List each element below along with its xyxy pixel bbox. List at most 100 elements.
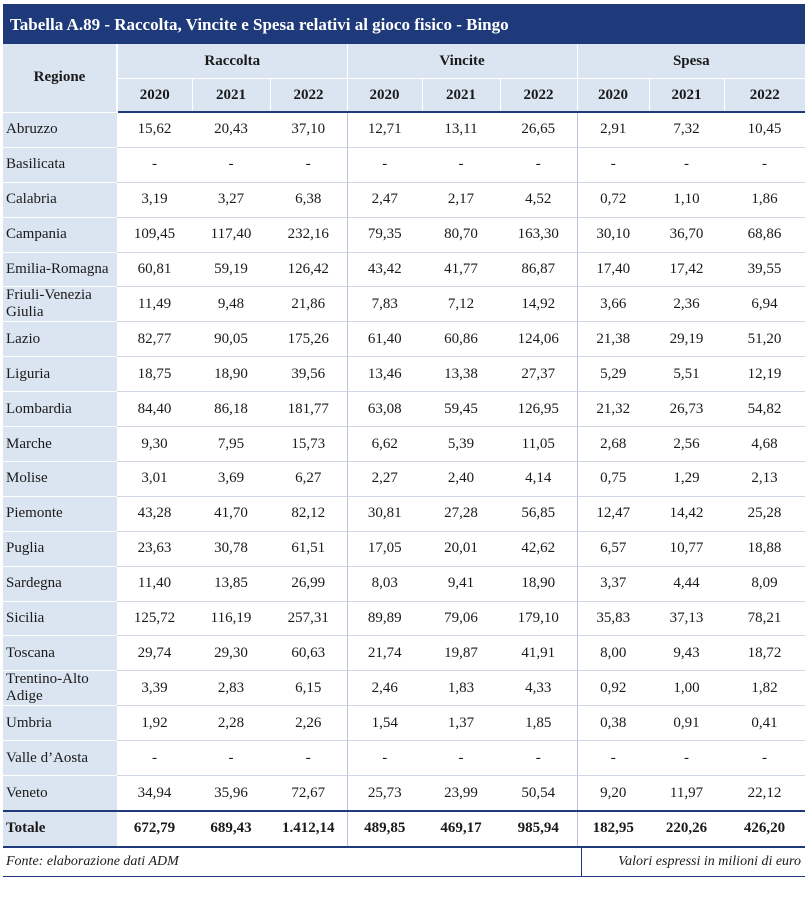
value-cell: -	[649, 740, 725, 777]
value-cell: 9,20	[576, 775, 650, 812]
value-cell: 6,27	[270, 461, 348, 497]
value-cell: 257,31	[270, 601, 348, 637]
value-cell: 9,30	[117, 426, 192, 463]
value-cell: 1,54	[346, 705, 423, 742]
value-cell: 11,40	[117, 566, 192, 602]
value-cell: 50,54	[500, 775, 578, 812]
table-row: Puglia 23,63 30,78 61,51 17,05 20,01 42,62 6,57…	[3, 531, 806, 567]
value-cell: 689,43	[192, 810, 270, 848]
value-cell: 2,83	[192, 670, 270, 707]
value-cell: 11,05	[500, 426, 578, 463]
value-cell: 41,91	[500, 635, 578, 672]
value-cell: 4,44	[649, 566, 725, 602]
value-cell: 51,20	[724, 321, 806, 358]
value-cell: 11,97	[649, 775, 725, 812]
value-cell: 6,94	[724, 286, 806, 323]
value-cell: 13,11	[422, 112, 501, 148]
value-cell: 9,48	[192, 286, 270, 323]
value-cell: -	[576, 740, 650, 777]
data-table: Regione Raccolta Vincite Spesa 2020 2021 2…	[3, 44, 806, 848]
value-cell: 30,78	[192, 531, 270, 567]
value-cell: 17,40	[576, 252, 650, 288]
value-cell: 2,27	[346, 461, 423, 497]
value-cell: 84,40	[117, 391, 192, 428]
value-cell: 7,32	[649, 112, 725, 148]
value-cell: 18,72	[724, 635, 806, 672]
value-cell: 2,17	[422, 182, 501, 218]
region-cell: Lazio	[3, 321, 117, 358]
value-cell: 8,00	[576, 635, 650, 672]
value-cell: -	[117, 147, 192, 183]
value-cell: 0,41	[724, 705, 806, 742]
value-cell: 79,35	[346, 217, 423, 253]
value-cell: 0,91	[649, 705, 725, 742]
value-cell: 12,47	[576, 496, 650, 532]
total-row: Totale 672,79 689,43 1.412,14 489,85 469,17 98…	[3, 810, 806, 848]
value-cell: 89,89	[346, 601, 423, 637]
value-cell: -	[500, 147, 578, 183]
value-cell: 109,45	[117, 217, 192, 253]
value-cell: 126,95	[500, 391, 578, 428]
value-cell: 124,06	[500, 321, 578, 358]
value-cell: -	[724, 740, 806, 777]
source-note: Fonte: elaborazione dati ADM	[3, 847, 582, 876]
value-cell: 21,74	[346, 635, 423, 672]
value-cell: 34,94	[117, 775, 192, 812]
value-cell: -	[576, 147, 650, 183]
value-cell: 14,42	[649, 496, 725, 532]
value-cell: 54,82	[724, 391, 806, 428]
value-cell: 1,29	[649, 461, 725, 497]
region-cell: Totale	[3, 810, 117, 848]
year-header: 2021	[421, 78, 501, 113]
value-cell: 20,43	[192, 112, 270, 148]
value-cell: 2,40	[422, 461, 501, 497]
value-cell: 21,32	[576, 391, 650, 428]
table-row: Umbria 1,92 2,28 2,26 1,54 1,37 1,85 0,38 0,91 0,…	[3, 705, 806, 742]
units-note: Valori espressi in milioni di euro	[618, 853, 801, 869]
table-container: Tabella A.89 - Raccolta, Vincite e Spesa…	[3, 4, 806, 877]
value-cell: 175,26	[270, 321, 348, 358]
value-cell: 5,39	[422, 426, 501, 463]
table-title: Tabella A.89 - Raccolta, Vincite e Spesa…	[3, 4, 805, 44]
value-cell: 5,29	[576, 356, 650, 393]
table-row: Friuli-Venezia Giulia 11,49 9,48 21,86 7,83 7…	[3, 286, 806, 323]
year-header: 2020	[346, 78, 423, 113]
value-cell: 2,56	[649, 426, 725, 463]
value-cell: 82,77	[117, 321, 192, 358]
value-cell: 80,70	[422, 217, 501, 253]
value-cell: 9,41	[422, 566, 501, 602]
value-cell: 1,83	[422, 670, 501, 707]
value-cell: 181,77	[270, 391, 348, 428]
value-cell: 29,19	[649, 321, 725, 358]
region-cell: Sardegna	[3, 566, 117, 602]
value-cell: 15,73	[270, 426, 348, 463]
value-cell: 18,90	[500, 566, 578, 602]
value-cell: 117,40	[192, 217, 270, 253]
value-cell: 86,87	[500, 252, 578, 288]
value-cell: 426,20	[724, 810, 806, 848]
value-cell: 2,47	[346, 182, 423, 218]
value-cell: 6,57	[576, 531, 650, 567]
value-cell: 116,19	[192, 601, 270, 637]
table-row: Piemonte 43,28 41,70 82,12 30,81 27,28 56,85 12…	[3, 496, 806, 532]
region-cell: Lombardia	[3, 391, 117, 428]
value-cell: 35,96	[192, 775, 270, 812]
value-cell: 13,85	[192, 566, 270, 602]
value-cell: 6,38	[270, 182, 348, 218]
region-cell: Puglia	[3, 531, 117, 567]
region-cell: Emilia-Romagna	[3, 252, 117, 288]
region-cell: Valle d’Aosta	[3, 740, 117, 777]
value-cell: 2,26	[270, 705, 348, 742]
value-cell: 1,86	[724, 182, 806, 218]
value-cell: 18,88	[724, 531, 806, 567]
value-cell: 27,37	[500, 356, 578, 393]
value-cell: 79,06	[422, 601, 501, 637]
value-cell: 15,62	[117, 112, 192, 148]
region-column-header: Regione	[3, 44, 118, 113]
value-cell: -	[500, 740, 578, 777]
value-cell: 1.412,14	[270, 810, 348, 848]
value-cell: 59,19	[192, 252, 270, 288]
value-cell: 2,28	[192, 705, 270, 742]
value-cell: 2,68	[576, 426, 650, 463]
year-header: 2020	[116, 78, 192, 113]
